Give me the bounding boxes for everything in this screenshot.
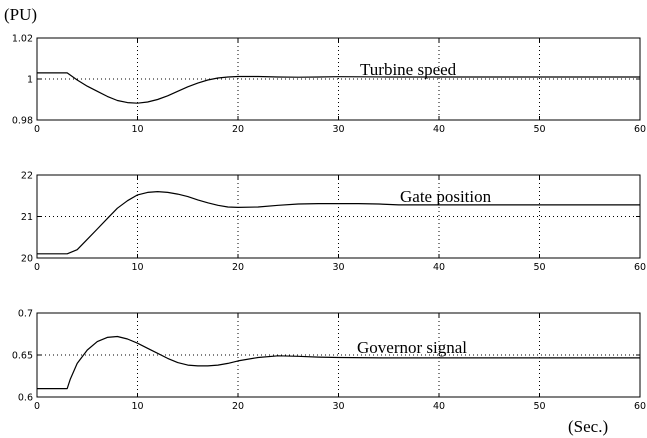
x-tick-label: 10: [131, 401, 143, 412]
y-tick-label: 0.7: [18, 309, 33, 320]
curve-annotation: Gate position: [400, 187, 492, 206]
x-tick-label: 30: [332, 124, 344, 135]
x-tick-label: 50: [533, 401, 545, 412]
x-tick-label: 40: [433, 124, 445, 135]
y-tick-label: 0.98: [12, 116, 33, 127]
y-tick-label: 1.02: [12, 34, 33, 45]
x-tick-label: 50: [533, 262, 545, 273]
curve-annotation: Turbine speed: [360, 60, 457, 79]
y-tick-label: 0.6: [18, 393, 33, 404]
x-tick-label: 20: [232, 124, 244, 135]
x-tick-label: 10: [131, 124, 143, 135]
x-unit-label: (Sec.): [568, 417, 608, 436]
x-tick-label: 0: [34, 401, 40, 412]
y-tick-label: 0.65: [12, 351, 33, 362]
x-tick-label: 60: [634, 262, 646, 273]
x-tick-label: 40: [433, 262, 445, 273]
series-line-3: [37, 335, 640, 390]
x-tick-label: 60: [634, 401, 646, 412]
x-tick-label: 40: [433, 401, 445, 412]
y-tick-label: 22: [21, 171, 33, 182]
x-tick-label: 0: [34, 124, 40, 135]
x-tick-label: 20: [232, 401, 244, 412]
x-tick-label: 50: [533, 124, 545, 135]
x-tick-label: 60: [634, 124, 646, 135]
x-tick-label: 0: [34, 262, 40, 273]
series-line-2: [37, 191, 640, 255]
x-tick-label: 10: [131, 262, 143, 273]
curve-annotation: Governor signal: [357, 338, 467, 357]
y-unit-label: (PU): [4, 5, 37, 24]
y-tick-label: 20: [21, 254, 33, 265]
x-tick-label: 20: [232, 262, 244, 273]
y-tick-label: 21: [21, 212, 33, 223]
x-tick-label: 30: [332, 262, 344, 273]
y-tick-label: 1: [27, 75, 33, 86]
series-line-1: [37, 72, 640, 104]
x-tick-label: 30: [332, 401, 344, 412]
